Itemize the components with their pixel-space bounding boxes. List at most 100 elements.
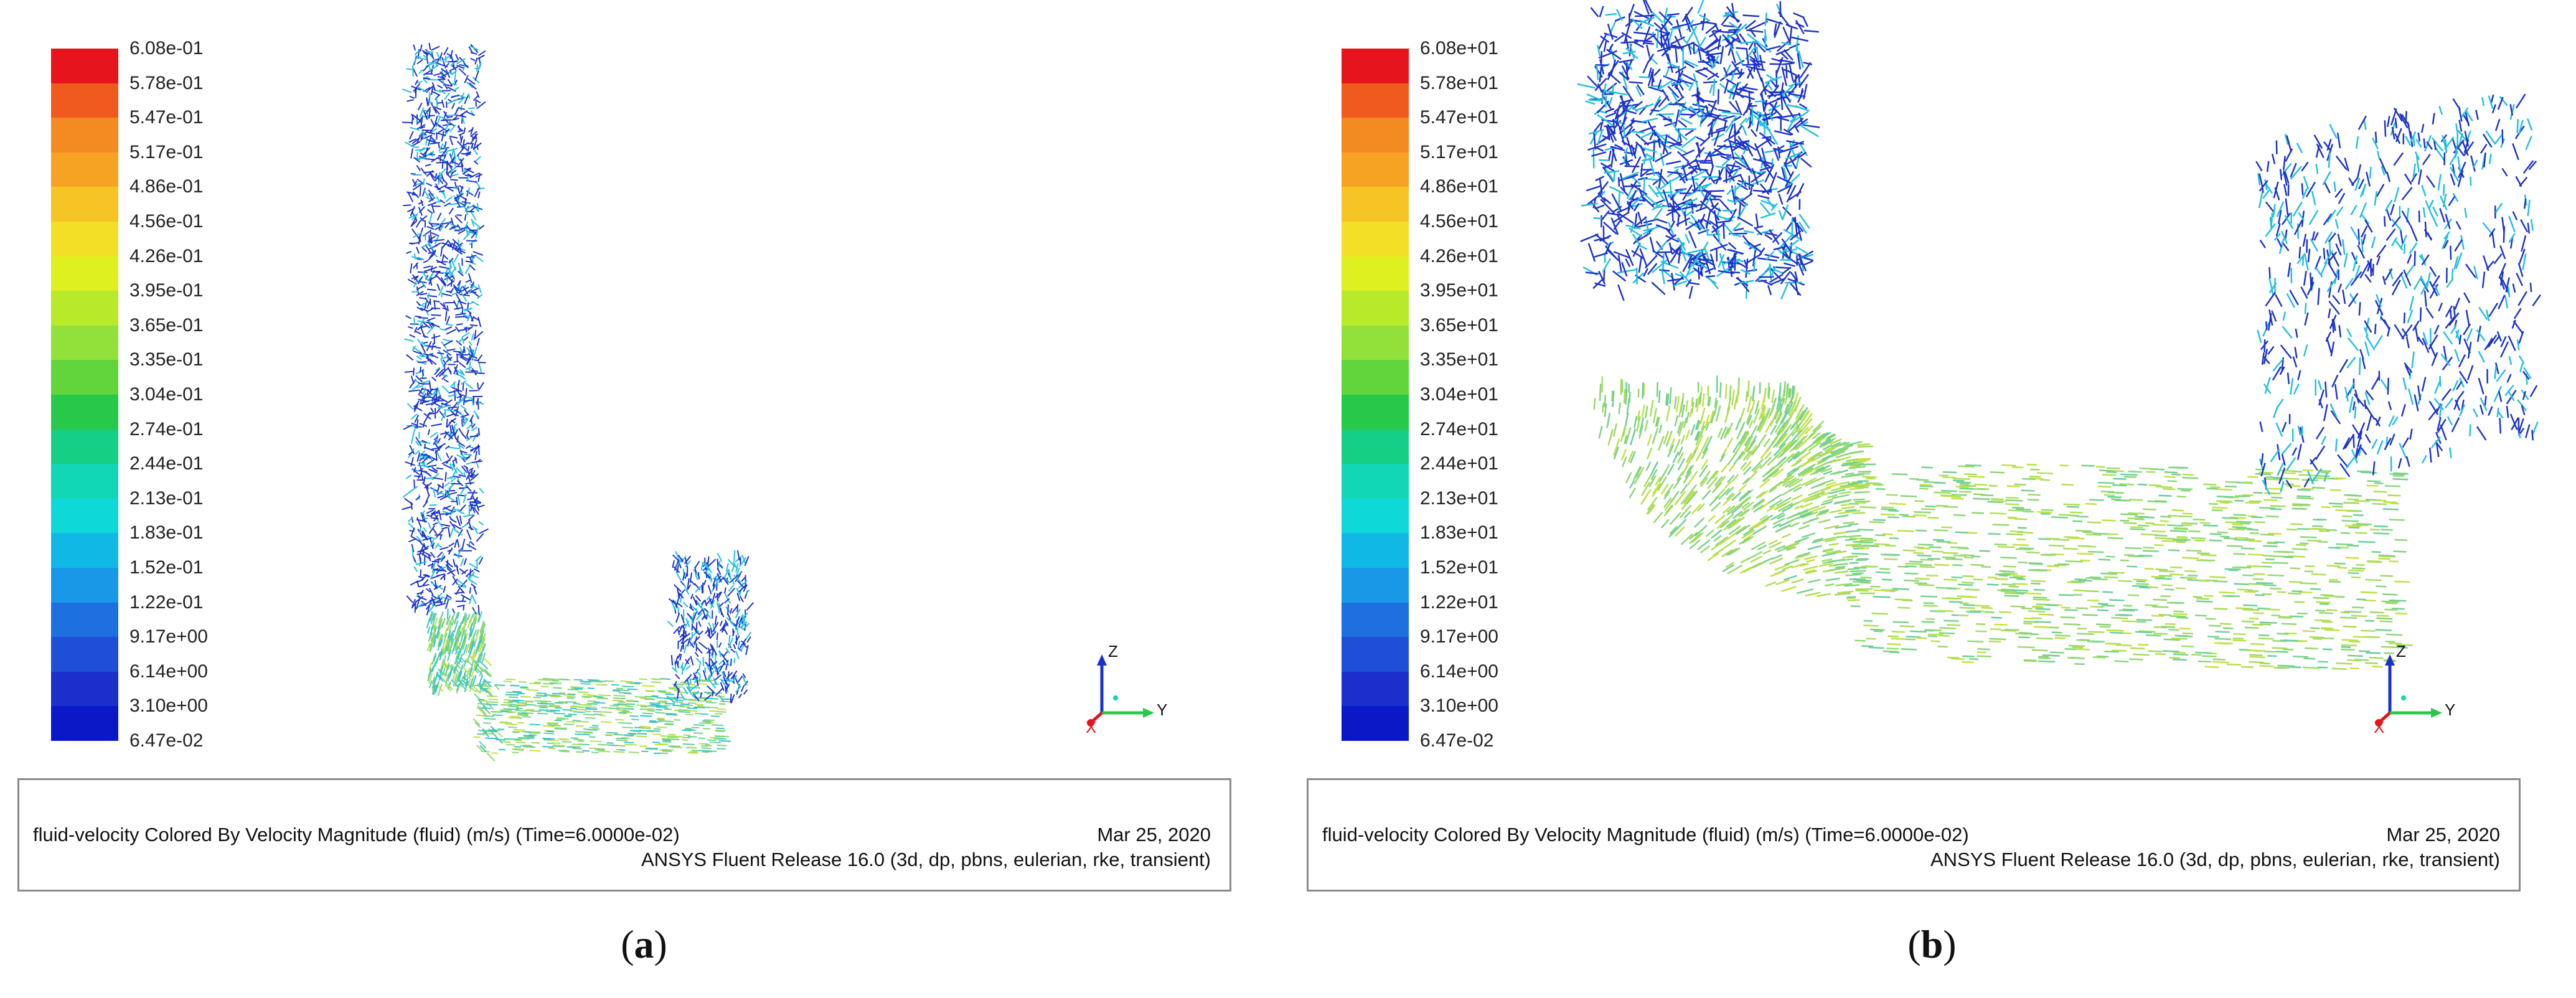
velocity-vector xyxy=(1725,115,1737,133)
velocity-vector xyxy=(2203,483,2217,486)
colorbar-segment xyxy=(1342,118,1409,153)
velocity-vector xyxy=(2031,649,2048,652)
velocity-vector xyxy=(459,504,466,511)
velocity-vector xyxy=(474,372,485,374)
velocity-vector xyxy=(1605,12,1617,16)
velocity-vector xyxy=(2381,600,2399,603)
velocity-vector xyxy=(712,623,716,633)
velocity-vector xyxy=(1723,222,1725,239)
velocity-vector xyxy=(1914,546,1925,548)
velocity-vector xyxy=(682,729,692,732)
velocity-vector xyxy=(736,580,745,589)
velocity-vector xyxy=(441,385,450,394)
velocity-vector xyxy=(1704,414,1710,429)
velocity-vector xyxy=(460,579,468,588)
velocity-vector xyxy=(435,225,443,230)
velocity-vector xyxy=(1830,438,1842,445)
velocity-vector xyxy=(417,102,423,111)
velocity-vector xyxy=(665,722,674,725)
velocity-vector xyxy=(1855,588,1873,590)
velocity-vector xyxy=(1612,390,1615,407)
velocity-vector xyxy=(574,733,583,735)
velocity-vector xyxy=(1765,420,1773,433)
velocity-vector xyxy=(1602,164,1612,169)
velocity-vector xyxy=(2023,659,2036,662)
colorbar-tick-label: 6.47e-02 xyxy=(129,730,204,751)
velocity-vector xyxy=(2334,562,2346,565)
velocity-vector xyxy=(1708,129,1725,136)
velocity-vector xyxy=(441,221,453,225)
velocity-vector xyxy=(674,709,684,712)
velocity-vector xyxy=(2212,506,2228,509)
velocity-vector xyxy=(1885,544,1896,547)
velocity-vector xyxy=(1921,621,1935,623)
velocity-vector xyxy=(431,85,434,95)
velocity-vector xyxy=(1742,126,1747,136)
velocity-vector xyxy=(500,721,509,723)
velocity-vector xyxy=(1726,505,1736,513)
velocity-vector xyxy=(1593,122,1602,133)
velocity-vector xyxy=(612,690,621,692)
velocity-vector xyxy=(416,452,421,462)
velocity-vector xyxy=(1612,211,1630,224)
velocity-vector xyxy=(477,62,482,70)
velocity-vector xyxy=(425,471,432,477)
velocity-vector xyxy=(746,589,750,595)
velocity-vector xyxy=(1647,120,1657,137)
velocity-vector xyxy=(456,656,463,663)
velocity-vector xyxy=(412,262,419,269)
velocity-vector xyxy=(675,674,680,680)
velocity-vector xyxy=(463,168,466,176)
velocity-vector xyxy=(1785,65,1788,78)
velocity-vector xyxy=(453,360,459,363)
velocity-vector xyxy=(437,484,443,489)
velocity-vector xyxy=(1947,542,1958,544)
velocity-vector xyxy=(1669,525,1678,534)
velocity-vector xyxy=(609,705,619,707)
velocity-vector xyxy=(1622,50,1636,55)
colorbar-tick-label: 6.47e-02 xyxy=(1420,730,1494,751)
velocity-vector xyxy=(420,325,428,329)
velocity-vector xyxy=(456,323,463,326)
velocity-vector xyxy=(413,405,418,413)
velocity-vector xyxy=(451,646,455,654)
velocity-vector xyxy=(1738,451,1745,460)
velocity-vector xyxy=(1731,60,1742,76)
velocity-vector xyxy=(1803,260,1813,266)
velocity-vector xyxy=(477,705,487,715)
velocity-vector xyxy=(421,301,428,306)
velocity-vector xyxy=(1902,549,1916,552)
velocity-vector xyxy=(440,534,443,540)
velocity-vector xyxy=(547,723,558,725)
velocity-vector xyxy=(434,367,441,375)
velocity-vector xyxy=(1703,247,1709,260)
velocity-vector xyxy=(689,641,695,648)
velocity-vector xyxy=(2104,494,2115,497)
velocity-vector xyxy=(1666,62,1680,69)
velocity-vector xyxy=(693,672,697,679)
velocity-vector xyxy=(1723,115,1735,120)
velocity-vector xyxy=(1699,99,1716,103)
velocity-vector xyxy=(567,693,576,695)
velocity-vector xyxy=(1793,392,1799,407)
velocity-vector xyxy=(431,52,435,60)
velocity-vector xyxy=(1758,490,1769,498)
velocity-vector xyxy=(689,641,695,647)
velocity-vector xyxy=(440,524,451,527)
velocity-vector xyxy=(689,603,693,610)
velocity-vector xyxy=(1822,445,1832,451)
velocity-vector xyxy=(700,561,704,571)
velocity-vector xyxy=(2145,634,2161,637)
velocity-vector xyxy=(2347,498,2359,501)
velocity-vector xyxy=(1676,80,1685,91)
velocity-vector xyxy=(451,103,456,110)
velocity-vector xyxy=(428,42,431,50)
velocity-vector xyxy=(451,260,456,271)
velocity-vector xyxy=(1930,640,1940,643)
velocity-vector xyxy=(672,554,679,562)
velocity-vector xyxy=(461,370,465,377)
velocity-vector xyxy=(575,708,586,711)
velocity-vector xyxy=(1705,24,1718,34)
velocity-vector xyxy=(683,583,689,592)
velocity-vector xyxy=(471,348,475,355)
